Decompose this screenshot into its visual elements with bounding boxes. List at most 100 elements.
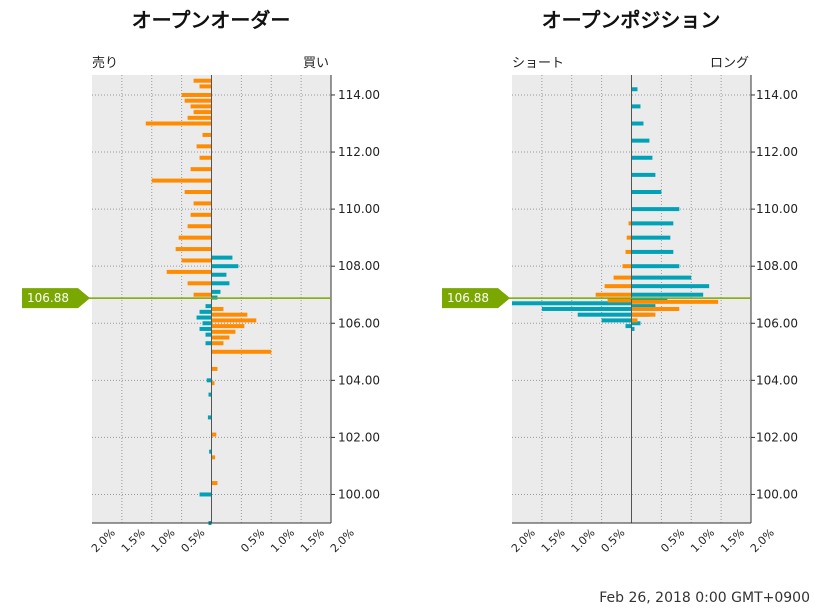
bar-right-teal bbox=[211, 255, 233, 260]
bar-left-teal bbox=[202, 321, 212, 326]
bar-left-orange bbox=[625, 249, 632, 254]
bar-left-orange bbox=[178, 235, 212, 240]
x-tick-label: 1.5% bbox=[119, 526, 148, 555]
bar-right-orange bbox=[211, 381, 215, 386]
bar-right-orange bbox=[211, 335, 230, 340]
bar-right-orange bbox=[211, 349, 272, 354]
bar-right-orange bbox=[211, 329, 236, 334]
bar-right-orange bbox=[631, 306, 680, 311]
bar-right-teal bbox=[631, 104, 641, 109]
x-tick-label: 1.0% bbox=[268, 526, 297, 555]
y-tick-label: 114.00 bbox=[756, 88, 798, 102]
y-tick-label: 102.00 bbox=[338, 430, 380, 444]
y-tick-label: 100.00 bbox=[756, 487, 798, 501]
timestamp-footer: Feb 26, 2018 0:00 GMT+0900 bbox=[599, 590, 810, 606]
bar-left-teal bbox=[205, 304, 212, 309]
x-tick-label: 0.5% bbox=[599, 526, 628, 555]
bar-right-orange bbox=[211, 455, 216, 460]
y-tick-label: 112.00 bbox=[756, 145, 798, 159]
bar-right-teal bbox=[631, 292, 704, 297]
bar-left-orange bbox=[202, 132, 212, 137]
bar-left-orange bbox=[190, 104, 212, 109]
bar-right-teal bbox=[631, 172, 656, 177]
bar-right-teal bbox=[631, 304, 656, 309]
y-tick-label: 100.00 bbox=[338, 487, 380, 501]
bar-left-teal bbox=[205, 332, 212, 337]
bar-left-orange bbox=[193, 78, 212, 83]
bar-left-teal bbox=[208, 392, 212, 397]
current-price-label: 106.88 bbox=[27, 291, 69, 305]
y-tick-label: 102.00 bbox=[756, 430, 798, 444]
bar-left-teal bbox=[512, 301, 632, 306]
bar-right-teal bbox=[211, 264, 239, 269]
y-tick-label: 112.00 bbox=[338, 145, 380, 159]
bar-right-teal bbox=[211, 289, 221, 294]
x-tick-label: 1.0% bbox=[688, 526, 717, 555]
current-price-tag bbox=[442, 288, 510, 309]
left-side-label: ショート bbox=[512, 56, 564, 71]
bar-right-orange bbox=[211, 318, 257, 323]
bar-right-orange bbox=[211, 341, 224, 346]
bar-right-orange bbox=[211, 481, 218, 486]
current-price-label: 106.88 bbox=[447, 291, 489, 305]
bar-left-orange bbox=[199, 155, 212, 160]
x-tick-label: 1.5% bbox=[539, 526, 568, 555]
bar-right-teal bbox=[631, 155, 653, 160]
bar-left-orange bbox=[181, 92, 212, 97]
y-tick-label: 114.00 bbox=[338, 88, 380, 102]
bar-left-orange bbox=[193, 201, 212, 206]
x-tick-label: 1.0% bbox=[569, 526, 598, 555]
y-tick-label: 108.00 bbox=[756, 259, 798, 273]
bar-right-teal bbox=[211, 272, 227, 277]
x-tick-label: 0.5% bbox=[658, 526, 687, 555]
bar-right-teal bbox=[631, 249, 674, 254]
chart-panel-1: 100.00 102.00 104.00 106.00 108.00 110.00 112.… bbox=[22, 8, 380, 555]
bar-right-teal bbox=[631, 121, 644, 126]
bar-left-orange bbox=[145, 121, 212, 126]
bar-left-orange bbox=[181, 258, 212, 263]
bar-right-orange bbox=[631, 318, 638, 323]
bar-left-orange bbox=[626, 235, 632, 240]
bar-left-orange bbox=[187, 115, 212, 120]
bar-left-teal bbox=[625, 324, 632, 329]
bar-left-orange bbox=[187, 224, 212, 229]
bar-left-orange bbox=[184, 98, 212, 103]
bar-right-orange bbox=[631, 299, 719, 304]
bar-left-orange bbox=[175, 247, 212, 252]
x-tick-label: 0.5% bbox=[238, 526, 267, 555]
right-side-label: ロング bbox=[710, 56, 749, 71]
bar-left-orange bbox=[595, 292, 632, 297]
bar-right-teal bbox=[631, 221, 674, 226]
y-tick-label: 104.00 bbox=[338, 373, 380, 387]
bar-right-teal bbox=[631, 235, 671, 240]
bar-left-teal bbox=[196, 315, 212, 320]
bar-left-orange bbox=[199, 84, 212, 89]
y-tick-label: 104.00 bbox=[756, 373, 798, 387]
bar-left-orange bbox=[196, 144, 212, 149]
bar-right-orange bbox=[211, 312, 248, 317]
bar-right-orange bbox=[211, 432, 217, 437]
bar-left-orange bbox=[607, 298, 632, 303]
chart-title: オープンオーダー bbox=[132, 8, 291, 32]
bar-left-orange bbox=[193, 110, 212, 115]
bar-left-orange bbox=[184, 189, 212, 194]
bar-left-teal bbox=[199, 492, 212, 497]
y-tick-label: 110.00 bbox=[756, 202, 798, 216]
bar-right-orange bbox=[211, 306, 224, 311]
bar-left-teal bbox=[207, 415, 212, 420]
bar-right-orange bbox=[211, 324, 245, 329]
bar-right-teal bbox=[631, 275, 692, 280]
bar-left-orange bbox=[166, 269, 212, 274]
bar-right-teal bbox=[211, 281, 230, 286]
bar-right-teal bbox=[631, 326, 635, 331]
y-tick-label: 110.00 bbox=[338, 202, 380, 216]
right-side-label: 買い bbox=[303, 56, 329, 71]
bar-right-teal bbox=[631, 138, 650, 143]
y-tick-label: 108.00 bbox=[338, 259, 380, 273]
y-tick-label: 106.00 bbox=[756, 316, 798, 330]
bar-right-orange bbox=[211, 366, 218, 371]
bar-right-orange bbox=[631, 312, 656, 317]
bar-left-orange bbox=[613, 275, 632, 280]
x-tick-label: 2.0% bbox=[328, 526, 357, 555]
bar-right-teal bbox=[631, 284, 710, 289]
